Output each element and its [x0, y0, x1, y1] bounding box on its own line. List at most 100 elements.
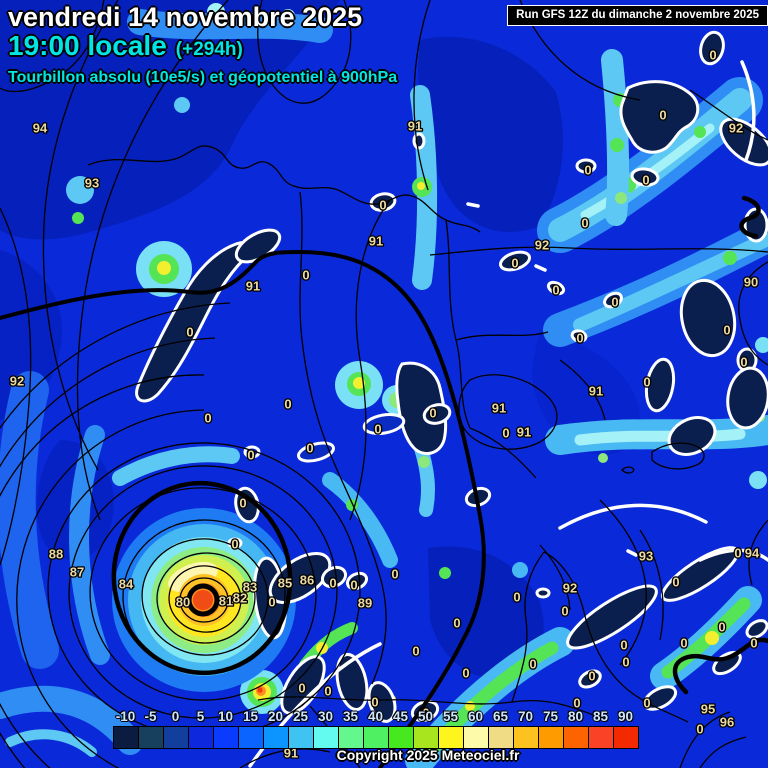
contour-label: 0	[552, 283, 559, 298]
contour-label: 0	[750, 636, 757, 651]
colorbar-cell	[463, 726, 489, 749]
contour-label: 0	[561, 604, 568, 619]
contour-label: 87	[70, 565, 84, 580]
colorbar-tick: 85	[592, 709, 609, 724]
contour-label: 0	[306, 441, 313, 456]
contour-label: 0	[391, 567, 398, 582]
contour-label: 84	[119, 577, 134, 592]
contour-label: 92	[563, 581, 577, 596]
colorbar-tick: 40	[367, 709, 384, 724]
contour-label: 0	[573, 696, 580, 711]
contour-label: 0	[581, 216, 588, 231]
contour-label: 0	[298, 681, 305, 696]
contour-label: 0	[324, 684, 331, 699]
contour-label: 86	[300, 573, 314, 588]
colorbar-tick: 30	[317, 709, 334, 724]
colorbar-tick: -10	[115, 709, 136, 724]
contour-label: 0	[453, 616, 460, 631]
contour-label: 93	[639, 549, 653, 564]
colorbar-cell	[513, 726, 539, 749]
colorbar-tick: 45	[392, 709, 409, 724]
colorbar-cell	[613, 726, 639, 749]
contour-label: 91	[369, 234, 383, 249]
colorbar-cell	[413, 726, 439, 749]
contour-label: 92	[535, 238, 549, 253]
contour-label: 0	[247, 448, 254, 463]
contour-label: 85	[278, 576, 292, 591]
colorbar-cell	[588, 726, 614, 749]
contour-label: 0	[502, 426, 509, 441]
contour-label: 91	[246, 279, 260, 294]
contour-label: 0	[268, 595, 275, 610]
colorbar-cell	[563, 726, 589, 749]
contour-label: 0	[204, 411, 211, 426]
colorbar-cell	[163, 726, 189, 749]
contour-label: 0	[734, 546, 741, 561]
contour-label: 0	[374, 422, 381, 437]
cyclone-eye-ring	[186, 583, 220, 617]
forecast-hour-offset: (+294h)	[175, 39, 243, 60]
contour-label: 0	[588, 669, 595, 684]
contour-label: 89	[358, 596, 372, 611]
contour-label: 0	[622, 655, 629, 670]
colorbar-cell	[113, 726, 139, 749]
colorbar-tick: 65	[492, 709, 509, 724]
colorbar-tick: 25	[292, 709, 309, 724]
colorbar-cell	[263, 726, 289, 749]
contour-label: 0	[709, 48, 716, 63]
colorbar-cell	[288, 726, 314, 749]
colorbar-tick: 10	[217, 709, 234, 724]
contour-label: 0	[513, 590, 520, 605]
colorbar-tick: 20	[267, 709, 284, 724]
contour-label: 0	[740, 355, 747, 370]
contour-label: 91	[517, 425, 531, 440]
contour-label: 0	[611, 295, 618, 310]
colorbar-tick: 75	[542, 709, 559, 724]
cyclone-core	[112, 508, 296, 692]
contour-label: 93	[85, 176, 99, 191]
colorbar-tick: 0	[171, 709, 180, 724]
run-info-box: Run GFS 12Z du dimanche 2 novembre 2025	[507, 5, 768, 26]
contour-label: 92	[729, 121, 743, 136]
colorbar-cell	[213, 726, 239, 749]
contour-label: 0	[659, 108, 666, 123]
contour-label: 94	[33, 121, 48, 136]
colorbar-cell	[188, 726, 214, 749]
contour-label: 83	[243, 580, 257, 595]
contour-label: 0	[350, 578, 357, 593]
colorbar-cell	[488, 726, 514, 749]
contour-label: 0	[529, 657, 536, 672]
colorbar-tick: 50	[417, 709, 434, 724]
forecast-time-label: 19:00 locale	[8, 30, 167, 61]
colorbar-cell	[388, 726, 414, 749]
contour-label: 0	[643, 696, 650, 711]
contour-label: 96	[720, 715, 734, 730]
contour-label: 0	[329, 576, 336, 591]
contour-label: 0	[422, 706, 429, 721]
colorbar-cell	[313, 726, 339, 749]
colorbar-tick: 70	[517, 709, 534, 724]
contour-label: 95	[701, 702, 715, 717]
colorbar-tick: 55	[442, 709, 459, 724]
contour-label: 92	[10, 374, 24, 389]
colorbar-cell	[363, 726, 389, 749]
colorbar-tick: 60	[467, 709, 484, 724]
contour-label: 0	[723, 323, 730, 338]
forecast-time: 19:00 locale (+294h)	[8, 31, 243, 60]
contour-label: 0	[379, 198, 386, 213]
contour-label: 0	[642, 173, 649, 188]
colorbar-tick: 90	[617, 709, 634, 724]
contour-label: 91	[589, 384, 603, 399]
forecast-date: vendredi 14 novembre 2025	[8, 2, 363, 32]
contour-label: 0	[576, 331, 583, 346]
contour-label: 0	[718, 620, 725, 635]
colorbar-tick: 80	[567, 709, 584, 724]
colorbar-cell	[538, 726, 564, 749]
contour-label: 0	[302, 268, 309, 283]
contour-label: 0	[284, 397, 291, 412]
colorbar-cells	[113, 726, 639, 749]
contour-label: 90	[744, 275, 758, 290]
